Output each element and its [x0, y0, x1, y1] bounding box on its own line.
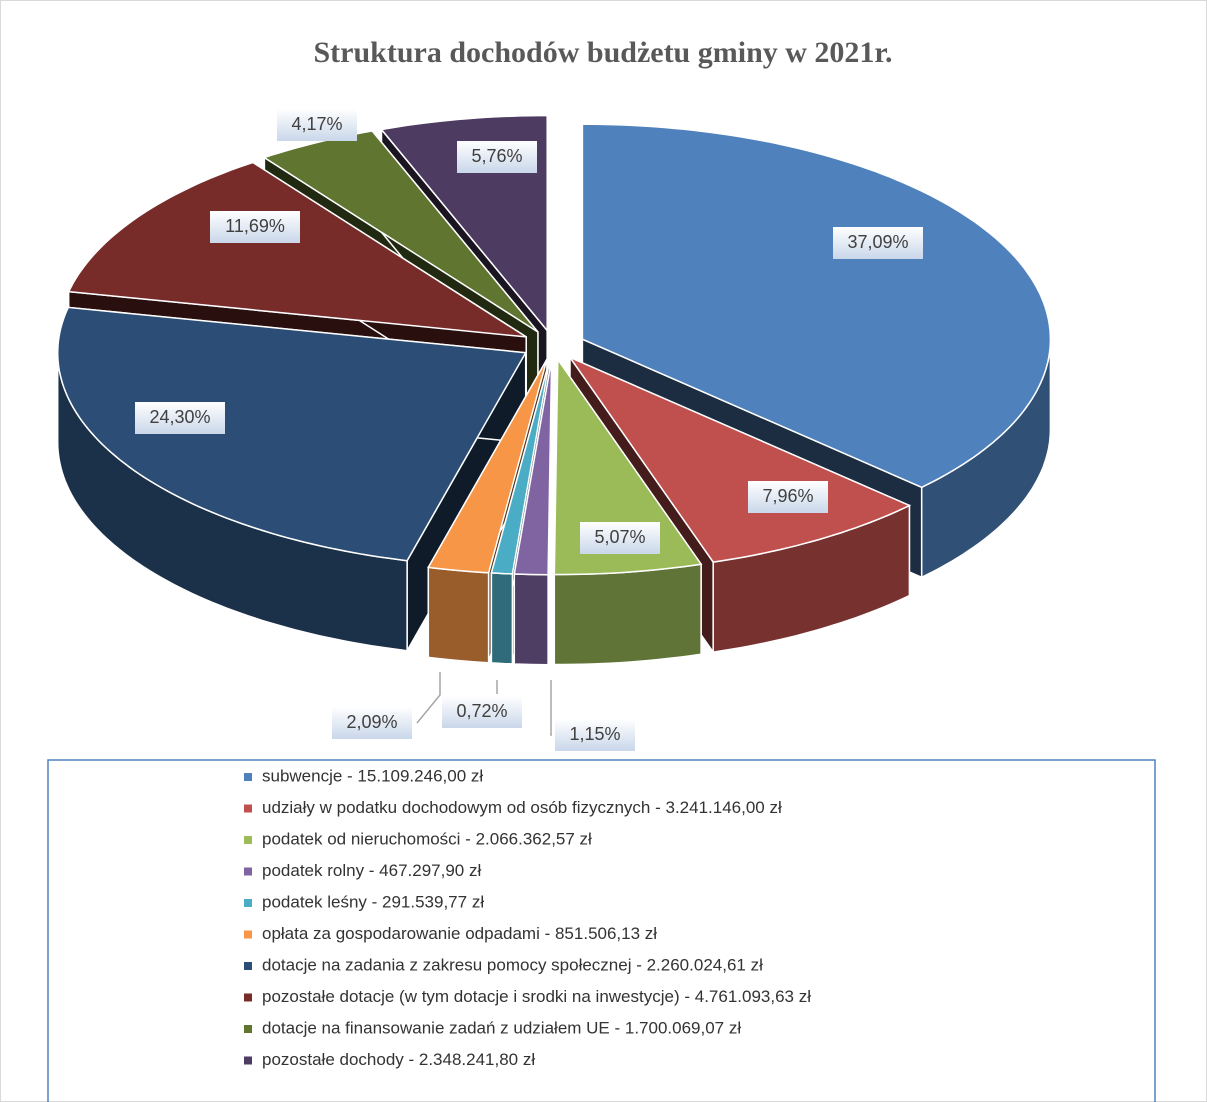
slice-wall — [427, 566, 490, 664]
value-label-box — [210, 211, 300, 243]
value-label-box — [277, 109, 357, 141]
legend-label: podatek od nieruchomości - 2.066.362,57 … — [262, 829, 592, 848]
legend-marker — [244, 836, 252, 844]
legend-marker — [244, 773, 252, 781]
legend-marker — [244, 804, 252, 813]
legend-label: udziały w podatku dochodowym od osób fiz… — [262, 798, 782, 817]
value-label: 24,30% — [149, 407, 210, 427]
legend-label: dotacje na finansowanie zadań z udziałem… — [262, 1018, 741, 1037]
chart-title: Struktura dochodów budżetu gminy w 2021r… — [314, 36, 893, 69]
legend-marker — [244, 1056, 252, 1065]
legend-marker — [244, 993, 252, 1002]
slice — [67, 161, 527, 338]
value-label-box — [555, 719, 635, 751]
value-label: 1,15% — [569, 724, 620, 744]
value-label: 37,09% — [847, 232, 908, 252]
slice — [513, 359, 553, 576]
slice-wall — [513, 573, 549, 666]
slice — [427, 359, 548, 574]
value-label-box — [135, 402, 225, 434]
slice — [490, 359, 551, 575]
value-label: 5,07% — [594, 527, 645, 547]
legend-label: dotacje na zadania z zakresu pomocy społ… — [262, 955, 763, 974]
value-label-box — [332, 707, 412, 739]
legend-label: pozostałe dochody - 2.348.241,80 zł — [262, 1050, 535, 1069]
value-label: 5,76% — [471, 146, 522, 166]
value-label: 11,69% — [225, 216, 285, 236]
value-label-box — [748, 481, 828, 513]
legend-marker — [244, 899, 252, 907]
value-label-box — [833, 227, 923, 259]
legend-marker — [244, 1025, 252, 1033]
legend-label: opłata za gospodarowanie odpadami - 851.… — [262, 924, 657, 943]
slice — [262, 130, 539, 333]
legend-label: podatek rolny - 467.297,90 zł — [262, 861, 481, 880]
value-label: 7,96% — [762, 486, 813, 506]
pie — [56, 114, 1052, 666]
legend-label: subwencje - 15.109.246,00 zł — [262, 766, 483, 785]
legend-marker — [244, 962, 252, 970]
legend: subwencje - 15.109.246,00 zł udziały w po… — [244, 766, 811, 1069]
leader-line — [550, 680, 552, 736]
slice — [581, 123, 1052, 489]
legend-label: podatek leśny - 291.539,77 zł — [262, 892, 484, 911]
legend-marker — [244, 930, 252, 939]
legend-box — [47, 759, 1156, 1102]
value-label-box — [442, 696, 522, 728]
slice-wall — [553, 563, 702, 666]
value-label: 0,72% — [456, 701, 507, 721]
value-labels: 37,09% 7,96% 5,07% 1,15% 0,72% 2,09% 24,30% 11,… — [135, 109, 923, 751]
slice — [553, 357, 703, 576]
legend-label: pozostałe dotacje (w tym dotacje i srodk… — [262, 987, 811, 1006]
value-label-box — [457, 141, 537, 173]
slice — [56, 306, 527, 562]
leader-line — [416, 672, 441, 724]
value-label: 4,17% — [291, 114, 342, 134]
value-label-box — [580, 522, 660, 554]
legend-marker — [244, 867, 252, 876]
slice-wall — [490, 572, 514, 665]
value-label: 2,09% — [346, 712, 397, 732]
